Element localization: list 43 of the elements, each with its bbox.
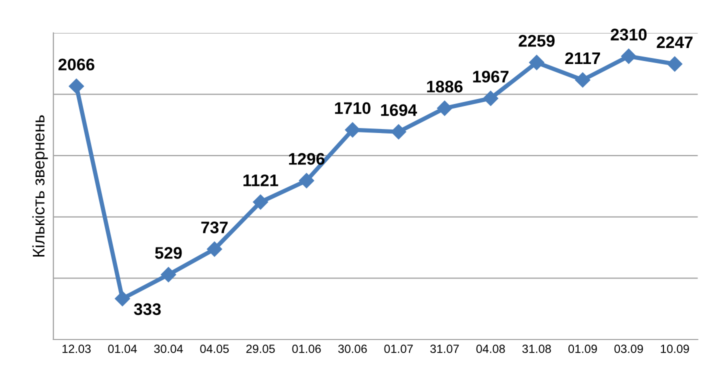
data-label: 1296: [289, 153, 324, 165]
point: [529, 54, 544, 70]
point: [344, 122, 360, 138]
data-label: 2117: [565, 52, 600, 64]
point: [621, 48, 636, 64]
data-label: 1121: [243, 174, 278, 186]
x-tick-label: 12.03: [62, 344, 91, 354]
data-label: 1694: [381, 104, 418, 116]
x-tick-label: 31.07: [430, 344, 459, 354]
data-label: 2259: [518, 34, 555, 47]
data-label: 2066: [58, 58, 94, 70]
y-axis-title: Кількість звернень: [32, 115, 48, 257]
x-tick-label: 03.09: [614, 344, 643, 354]
point: [667, 56, 682, 72]
data-label: 1710: [335, 102, 370, 114]
x-tick-label: 01.09: [568, 344, 597, 354]
data-label: 1886: [427, 80, 463, 92]
point: [575, 72, 590, 88]
x-tick-label: 30.06: [338, 344, 367, 354]
data-label: 333: [134, 303, 161, 316]
point: [68, 78, 84, 94]
point: [252, 194, 268, 210]
x-tick-label: 01.06: [292, 344, 321, 354]
point: [391, 124, 406, 140]
data-label: 2310: [610, 28, 647, 41]
x-tick-label: 29.05: [246, 344, 275, 354]
data-label: 737: [201, 222, 228, 234]
data-label: 529: [155, 247, 182, 259]
point: [206, 242, 222, 257]
point: [298, 173, 314, 188]
data-label: 2247: [656, 36, 693, 48]
point: [114, 291, 130, 306]
point: [160, 267, 176, 282]
data-label: 1967: [473, 70, 508, 83]
point: [483, 90, 498, 106]
x-tick-label: 04.08: [476, 344, 505, 354]
point: [437, 100, 452, 116]
x-tick-label: 01.07: [384, 344, 413, 354]
x-tick-label: 31.08: [522, 344, 551, 354]
x-tick-label: 30.04: [154, 344, 183, 354]
x-tick-label: 04.05: [200, 344, 229, 354]
x-tick-label: 10.09: [660, 344, 689, 354]
x-tick-label: 01.04: [108, 344, 137, 354]
